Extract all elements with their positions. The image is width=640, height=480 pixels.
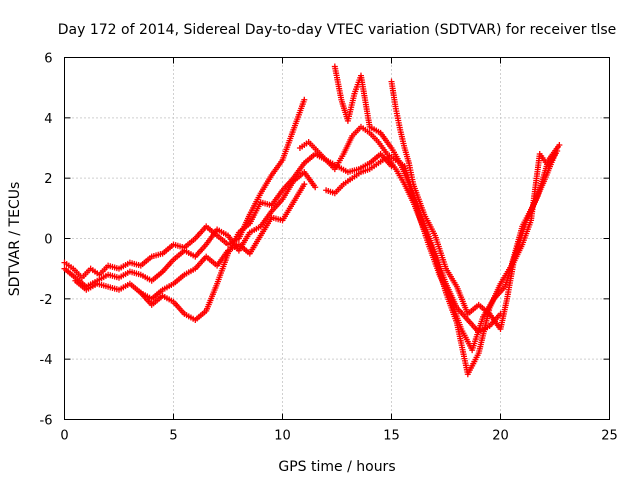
y-tick-label: -6 [40,414,53,429]
data-point [556,141,563,148]
y-tick-label: -4 [40,353,53,368]
y-axis-label: SDTVAR / TECUs [7,182,23,297]
series-track-e [296,123,504,336]
chart-title: Day 172 of 2014, Sidereal Day-to-day VTE… [58,22,617,38]
grid-layer [64,57,610,420]
data-point [301,181,308,188]
series-track-h [388,78,561,332]
x-axis-label: GPS time / hours [278,459,395,475]
tick-layer: 0 5 10 15 20 25 -6 -4 -2 0 2 4 6 [40,52,618,444]
x-tick-label: 5 [169,429,177,444]
data-layer [61,63,563,378]
data-point [554,148,561,155]
x-tick-label: 15 [383,429,400,444]
y-tick-label: -2 [40,293,53,308]
series-track-g [331,63,563,354]
y-tick-label: 6 [44,52,52,67]
x-tick-label: 25 [601,429,618,444]
data-point [312,184,319,191]
x-tick-label: 20 [492,429,509,444]
y-tick-label: 0 [44,233,52,248]
y-tick-label: 4 [44,112,52,127]
x-tick-label: 0 [60,429,68,444]
data-point [301,96,308,103]
y-tick-label: 2 [44,172,52,187]
x-tick-label: 10 [274,429,291,444]
